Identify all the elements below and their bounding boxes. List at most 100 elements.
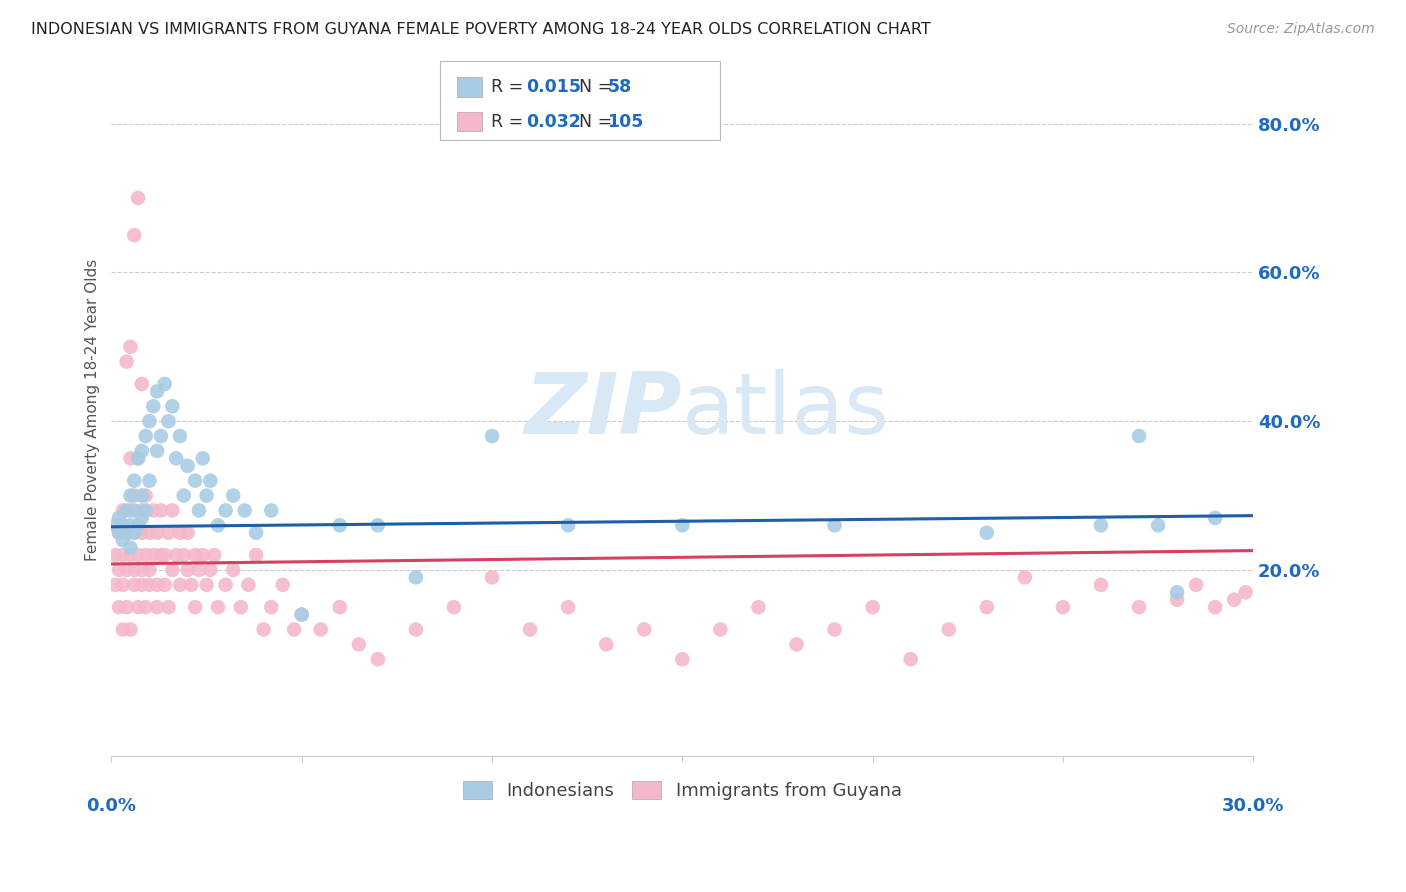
Point xyxy=(120,451,142,466)
Text: 0.0%: 0.0% xyxy=(86,797,136,815)
Point xyxy=(131,376,153,391)
Point xyxy=(120,518,142,533)
Point xyxy=(138,474,160,488)
Point xyxy=(176,458,198,473)
Point xyxy=(169,578,191,592)
Point xyxy=(146,525,169,540)
Point xyxy=(104,518,127,533)
Point xyxy=(111,578,134,592)
Point xyxy=(443,600,465,615)
Y-axis label: Female Poverty Among 18-24 Year Olds: Female Poverty Among 18-24 Year Olds xyxy=(86,259,100,561)
Point xyxy=(976,600,998,615)
Point xyxy=(138,578,160,592)
Point xyxy=(207,600,229,615)
Point xyxy=(191,451,214,466)
Point xyxy=(938,623,960,637)
Point xyxy=(1052,600,1074,615)
Point xyxy=(405,623,427,637)
Point xyxy=(111,623,134,637)
Point xyxy=(104,548,127,562)
Point xyxy=(108,600,131,615)
Point xyxy=(519,623,541,637)
Point xyxy=(176,563,198,577)
Point xyxy=(557,518,579,533)
Point xyxy=(405,570,427,584)
Point xyxy=(900,652,922,666)
Point xyxy=(131,444,153,458)
Point xyxy=(108,525,131,540)
Point xyxy=(253,623,276,637)
Point xyxy=(146,384,169,399)
Point xyxy=(146,578,169,592)
Point xyxy=(367,652,389,666)
Point xyxy=(127,451,149,466)
Point xyxy=(111,503,134,517)
Text: N =: N = xyxy=(568,112,617,130)
Point xyxy=(222,563,245,577)
Point xyxy=(214,503,236,517)
Point xyxy=(157,600,180,615)
Point xyxy=(115,525,138,540)
Point xyxy=(207,518,229,533)
Point xyxy=(162,563,184,577)
Point xyxy=(176,525,198,540)
Point xyxy=(184,474,207,488)
Text: N =: N = xyxy=(568,78,617,95)
Text: Source: ZipAtlas.com: Source: ZipAtlas.com xyxy=(1227,22,1375,37)
Point xyxy=(142,548,165,562)
Point xyxy=(120,503,142,517)
Point xyxy=(195,578,218,592)
Point xyxy=(153,578,176,592)
Point xyxy=(1166,592,1188,607)
Point xyxy=(104,578,127,592)
Point xyxy=(329,518,352,533)
Text: 30.0%: 30.0% xyxy=(1222,797,1285,815)
Point xyxy=(180,578,202,592)
Point xyxy=(115,600,138,615)
Point xyxy=(153,376,176,391)
Point xyxy=(122,228,145,243)
Point xyxy=(135,503,157,517)
Point xyxy=(557,600,579,615)
Point xyxy=(149,429,172,443)
Point xyxy=(169,525,191,540)
Point xyxy=(120,541,142,555)
Point xyxy=(595,637,617,651)
Point xyxy=(127,600,149,615)
Point xyxy=(131,489,153,503)
Point xyxy=(283,623,305,637)
Point xyxy=(135,600,157,615)
Point xyxy=(120,548,142,562)
Point xyxy=(184,600,207,615)
Point xyxy=(122,563,145,577)
Point xyxy=(1234,585,1257,599)
Point xyxy=(135,429,157,443)
Point xyxy=(747,600,769,615)
Point xyxy=(131,563,153,577)
Point xyxy=(173,548,195,562)
Point xyxy=(1128,429,1150,443)
Point xyxy=(157,525,180,540)
Point xyxy=(1128,600,1150,615)
Point xyxy=(191,548,214,562)
Point xyxy=(120,340,142,354)
Text: INDONESIAN VS IMMIGRANTS FROM GUYANA FEMALE POVERTY AMONG 18-24 YEAR OLDS CORREL: INDONESIAN VS IMMIGRANTS FROM GUYANA FEM… xyxy=(31,22,931,37)
Point xyxy=(291,607,314,622)
Point xyxy=(127,518,149,533)
Point xyxy=(111,518,134,533)
Point xyxy=(135,489,157,503)
Point xyxy=(146,444,169,458)
Point xyxy=(149,503,172,517)
Point xyxy=(138,525,160,540)
Text: R =: R = xyxy=(491,112,529,130)
Point xyxy=(671,518,693,533)
Text: 0.015: 0.015 xyxy=(526,78,581,95)
Point xyxy=(1204,600,1226,615)
Point xyxy=(291,607,314,622)
Text: 0.032: 0.032 xyxy=(526,112,581,130)
Point xyxy=(146,600,169,615)
Point xyxy=(1014,570,1036,584)
Point xyxy=(195,489,218,503)
Point xyxy=(671,652,693,666)
Point xyxy=(1204,511,1226,525)
